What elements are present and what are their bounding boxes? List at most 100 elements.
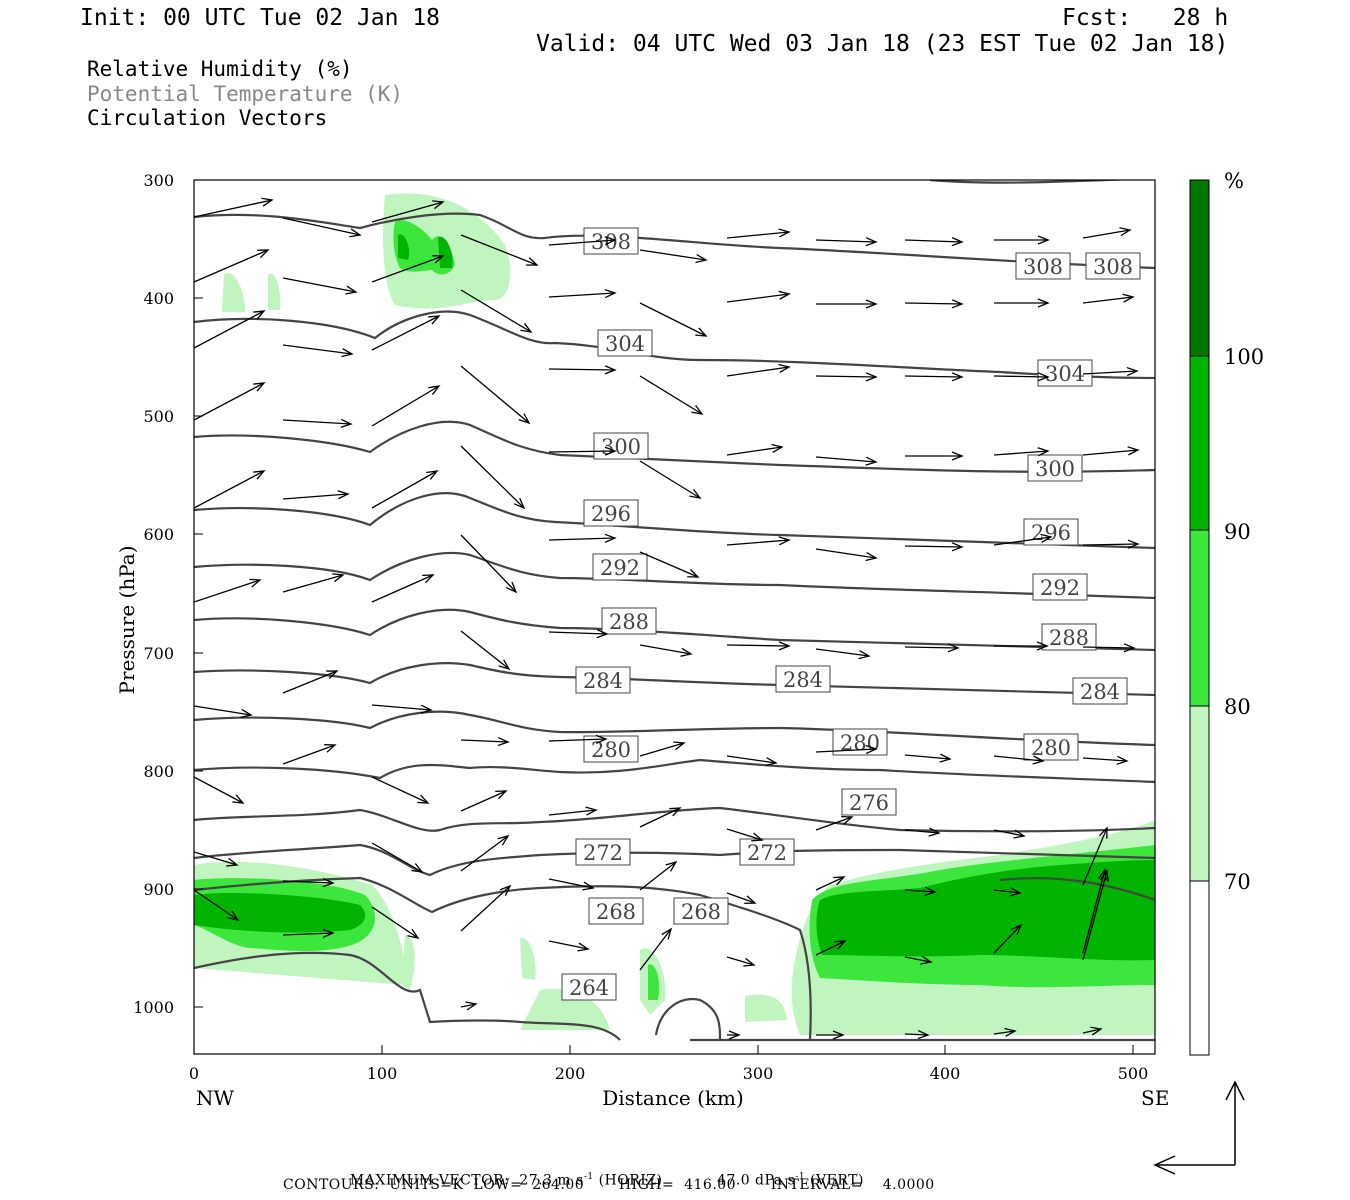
colorbar-band-below (1190, 881, 1209, 1055)
vector-shaft (993, 1030, 1016, 1035)
vector-shaft (1082, 449, 1139, 456)
vector-shaft (548, 450, 616, 453)
vector-shaft (282, 217, 361, 236)
vector-head (577, 942, 590, 952)
vector-head (778, 363, 791, 373)
vector-head (951, 542, 964, 552)
contour-label-292-b: 292 (1032, 573, 1088, 601)
vector-head (689, 488, 702, 499)
contour-label-text: 304 (605, 332, 645, 356)
x-end-label-se: SE (1141, 1086, 1169, 1110)
vector-shaft (282, 493, 349, 500)
vector-shaft (815, 375, 877, 378)
vector-head (841, 815, 854, 825)
vector-head (495, 790, 508, 800)
vector-shaft (460, 445, 525, 509)
contour-label-268-a: 268 (588, 897, 644, 925)
vector-head (947, 643, 960, 653)
vector-head (1032, 755, 1045, 765)
theta-contours (194, 180, 1155, 1042)
vector-shaft (726, 755, 777, 764)
vector-head (1040, 533, 1053, 543)
vector-head (518, 413, 531, 425)
vector-head (585, 806, 598, 816)
vector-shaft (726, 366, 790, 377)
vector-shaft (371, 201, 444, 223)
vector-head (778, 290, 791, 300)
vector-shaft (639, 644, 692, 655)
vector-head (939, 753, 952, 763)
vector-shaft (194, 470, 265, 509)
contour-label-284-c: 284 (1072, 677, 1128, 705)
vector-head (422, 574, 435, 584)
contour-label-280-a: 280 (583, 735, 639, 763)
vector-head (345, 285, 358, 295)
x-tick-label: 400 (930, 1064, 961, 1083)
contour-label-280-c: 280 (1023, 733, 1079, 761)
vector-head (924, 886, 937, 896)
vector-shaft (460, 630, 510, 670)
vector-head (778, 228, 791, 238)
vector-shaft (371, 574, 434, 603)
vector-shaft (460, 289, 532, 333)
x-tick-label: 0 (189, 1064, 199, 1083)
contour-label-text: 288 (1049, 626, 1089, 650)
vert-tag: (VERT) (805, 1172, 864, 1189)
vector-head (604, 446, 617, 456)
vector-head (728, 1030, 741, 1040)
contour-label-text: 268 (596, 900, 636, 924)
vector-shaft (993, 924, 1022, 954)
contour-label-308-b: 308 (1015, 252, 1071, 280)
vector-head (695, 327, 708, 337)
vector-shaft (815, 876, 845, 891)
vector-head (865, 237, 878, 247)
colorbar-band-80 (1190, 530, 1209, 706)
vector-head (249, 578, 262, 588)
vector-shaft (904, 829, 940, 834)
vector-shaft (371, 385, 440, 427)
vector-head (765, 757, 778, 767)
contour-label-304-a: 304 (597, 329, 653, 357)
legend-circulation-vectors: Circulation Vectors (87, 106, 328, 130)
vector-shaft (904, 889, 936, 893)
contour-label-284-a: 284 (575, 666, 631, 694)
vector-shaft (993, 536, 1052, 546)
vector-head (865, 456, 878, 466)
vector-head (951, 237, 964, 247)
y-tick-label: 400 (143, 289, 174, 308)
vector-head (1123, 643, 1136, 653)
x-tick-label: 500 (1118, 1064, 1149, 1083)
contour-label-text: 292 (600, 556, 640, 580)
vector-head (604, 533, 617, 543)
contour-label-308-c: 308 (1085, 252, 1141, 280)
vector-shaft (194, 579, 261, 603)
vector-shaft (904, 545, 963, 548)
contour-label-288-b: 288 (1041, 623, 1097, 651)
vector-head (420, 704, 433, 714)
vector-head (411, 863, 424, 873)
vector-head (1037, 447, 1050, 457)
vector-head (324, 744, 337, 753)
contours-info-line: CONTOURS: UNITS=K LOW= 264.00 HIGH= 416.… (283, 1177, 935, 1193)
vector-shaft (194, 889, 239, 921)
vector-shaft (904, 956, 932, 963)
vector-shaft (639, 302, 707, 337)
vector-shaft (904, 302, 963, 305)
vector-shaft (904, 1033, 929, 1036)
vector-shaft (726, 892, 756, 904)
vector-head (322, 928, 335, 938)
vector-head (1098, 868, 1107, 881)
vector-shaft (726, 956, 755, 966)
vector-shaft (282, 880, 334, 884)
x-tick-labels: 0 100 200 300 400 500 (189, 1064, 1148, 1083)
contour-label-text: 280 (1031, 736, 1071, 760)
vector-shaft (726, 539, 790, 546)
y-tick-label: 1000 (133, 998, 174, 1017)
contour-label-text: 280 (591, 738, 631, 762)
vector-shaft (460, 739, 509, 743)
vector-shaft (194, 199, 273, 218)
vector-shaft (460, 885, 511, 932)
vector-head (520, 323, 533, 333)
vector-head (743, 957, 756, 967)
vector-head (1036, 641, 1049, 651)
